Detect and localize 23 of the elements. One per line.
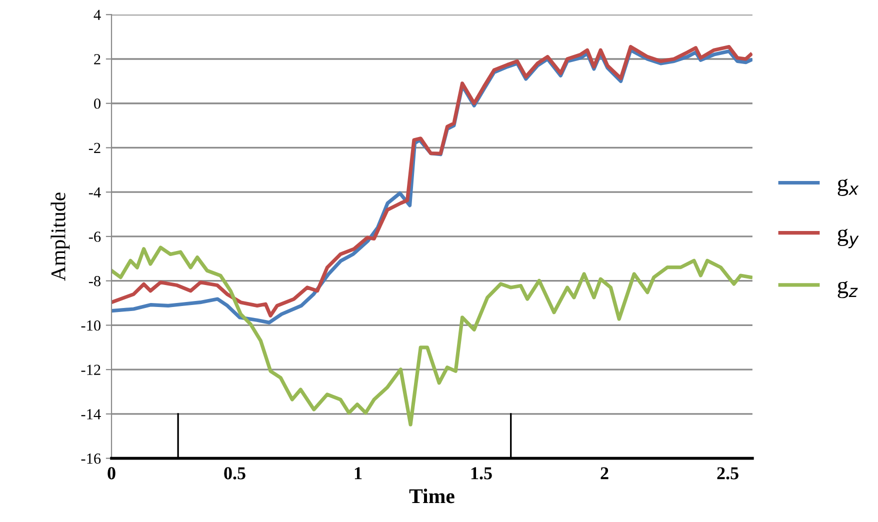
y-tick-label: 2 bbox=[94, 54, 100, 64]
y-tick-label: 0 bbox=[94, 98, 101, 109]
x-tick-label: 0 bbox=[108, 467, 116, 480]
y-tick-label: -4 bbox=[88, 187, 101, 198]
x-tick-label: 2.5 bbox=[717, 467, 738, 480]
line-series bbox=[112, 246, 752, 426]
y-tick-label: -8 bbox=[88, 276, 101, 286]
y-tick-label: -14 bbox=[81, 409, 101, 420]
x-tick-label: 1 bbox=[354, 467, 362, 480]
y-axis-title: Amplitude bbox=[50, 192, 70, 281]
x-tick-label: 2 bbox=[600, 467, 608, 480]
y-tick-label: -12 bbox=[81, 364, 100, 375]
y-tick-label: -2 bbox=[88, 142, 100, 154]
y-tick-label: -6 bbox=[88, 232, 101, 242]
legend-label: g$_{x}$ bbox=[838, 178, 859, 196]
x-tick-label: 1.5 bbox=[471, 467, 492, 480]
x-axis-title: Time bbox=[409, 488, 454, 504]
y-tick-label: -16 bbox=[81, 454, 101, 464]
legend-label: g$_{z}$ bbox=[838, 280, 858, 298]
legend-label: g$_{y}$ bbox=[838, 228, 859, 248]
y-tick-label: 4 bbox=[94, 10, 101, 20]
y-tick-label: -10 bbox=[81, 320, 101, 331]
x-tick-label: 0.5 bbox=[224, 467, 246, 480]
